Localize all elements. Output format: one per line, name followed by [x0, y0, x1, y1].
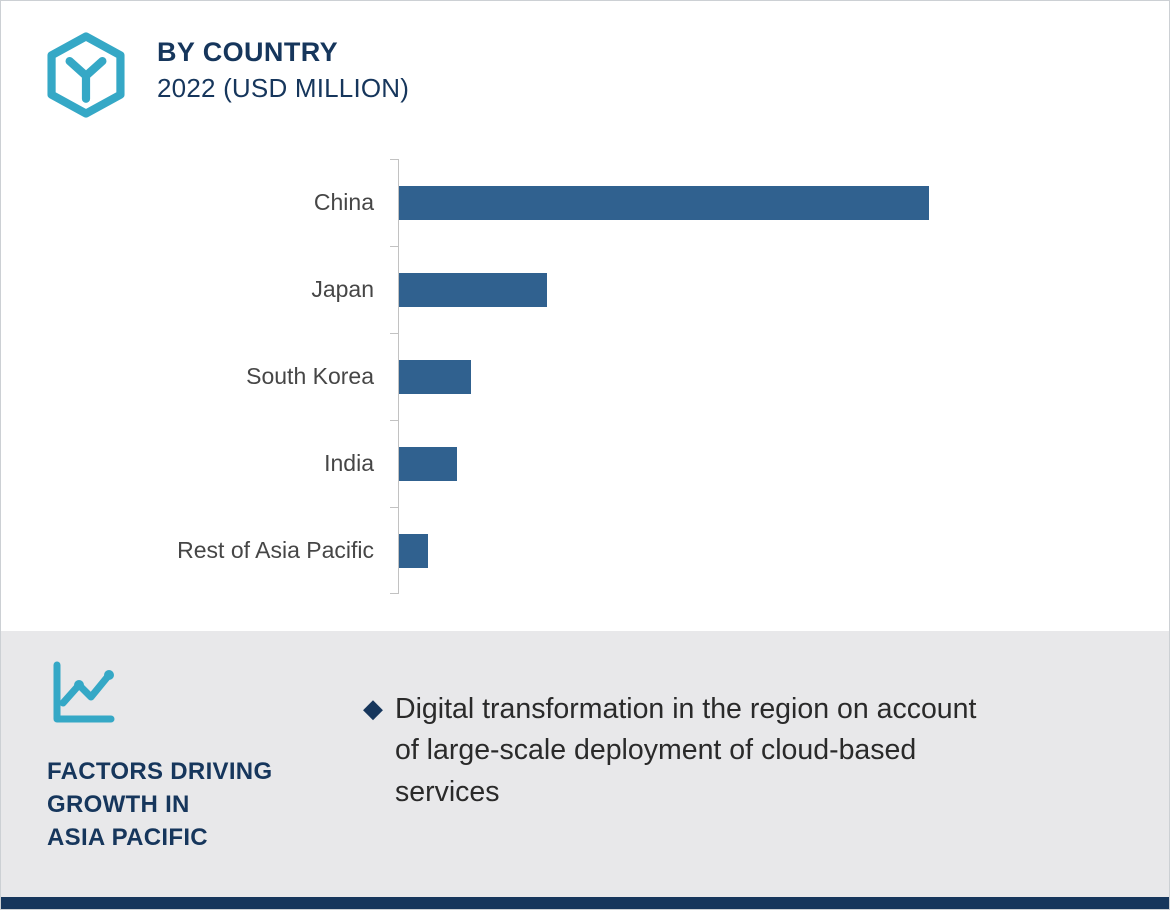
- bar-row: China: [1, 159, 1169, 246]
- bar: [399, 446, 457, 481]
- chart-title: BY COUNTRY: [157, 37, 339, 67]
- axis-tick: [390, 333, 398, 334]
- axis-tick: [390, 246, 398, 247]
- chart-subtitle: 2022 (USD MILLION): [157, 73, 410, 103]
- bar-row: Japan: [1, 246, 1169, 333]
- bar-row: India: [1, 420, 1169, 507]
- bar-row: Rest of Asia Pacific: [1, 507, 1169, 594]
- category-label: China: [313, 189, 374, 215]
- y-axis-line: [398, 159, 399, 594]
- line-chart-icon: [47, 657, 119, 729]
- axis-tick: [390, 507, 398, 508]
- axis-tick: [390, 420, 398, 421]
- bar-row: South Korea: [1, 333, 1169, 420]
- factors-panel: FACTORS DRIVING GROWTH IN ASIA PACIFIC ◆…: [1, 631, 1169, 899]
- bar-rows: China Japan South Korea India Rest of Asia P…: [1, 159, 1169, 594]
- category-label: South Korea: [246, 363, 374, 389]
- bottom-accent-bar: [1, 897, 1169, 909]
- axis-tick: [390, 593, 398, 594]
- axis-tick: [390, 159, 398, 160]
- bullet-text: Digital transformation in the region on …: [395, 693, 977, 808]
- bar-chart: China Japan South Korea India Rest of Asia P…: [1, 159, 1169, 594]
- bar: [399, 185, 929, 220]
- category-label: India: [324, 450, 374, 476]
- header-text: BY COUNTRY 2022 (USD MILLION): [157, 31, 409, 104]
- diamond-bullet-icon: ◆: [363, 693, 383, 723]
- bar: [399, 359, 471, 394]
- category-label: Japan: [311, 276, 374, 302]
- factors-heading: FACTORS DRIVING GROWTH IN ASIA PACIFIC: [47, 758, 273, 852]
- chart-header: BY COUNTRY 2022 (USD MILLION): [45, 31, 409, 119]
- bar: [399, 272, 547, 307]
- bullet-item: ◆ Digital transformation in the region o…: [363, 689, 1023, 813]
- hexagon-y-logo-icon: [45, 31, 127, 119]
- bar: [399, 533, 428, 568]
- category-label: Rest of Asia Pacific: [177, 537, 374, 563]
